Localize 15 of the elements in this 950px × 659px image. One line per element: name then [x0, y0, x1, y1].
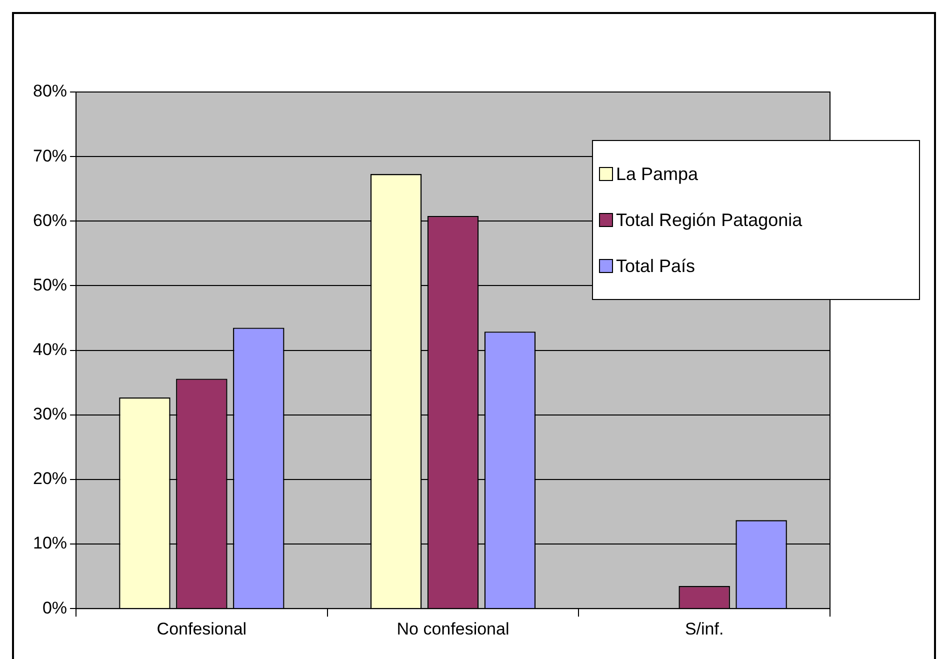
legend-label: La Pampa — [616, 164, 698, 184]
x-tick-label: No confesional — [396, 619, 510, 638]
y-tick-label: 80% — [32, 82, 68, 101]
y-tick-label: 20% — [32, 469, 68, 488]
y-tick-label: 60% — [32, 210, 68, 230]
y-tick-label: 70% — [32, 146, 68, 166]
y-tick-label: 50% — [32, 275, 68, 294]
legend-label: Total País — [616, 256, 696, 276]
x-tick-label: S/inf. — [684, 619, 724, 638]
y-tick-label: 30% — [32, 404, 68, 424]
x-tick-label: Confesional — [156, 619, 247, 638]
legend-label: Total Región Patagonia — [616, 210, 802, 230]
y-tick-label: 40% — [32, 340, 68, 359]
y-tick-label: 10% — [32, 534, 68, 553]
y-tick-label: 0% — [42, 598, 68, 618]
